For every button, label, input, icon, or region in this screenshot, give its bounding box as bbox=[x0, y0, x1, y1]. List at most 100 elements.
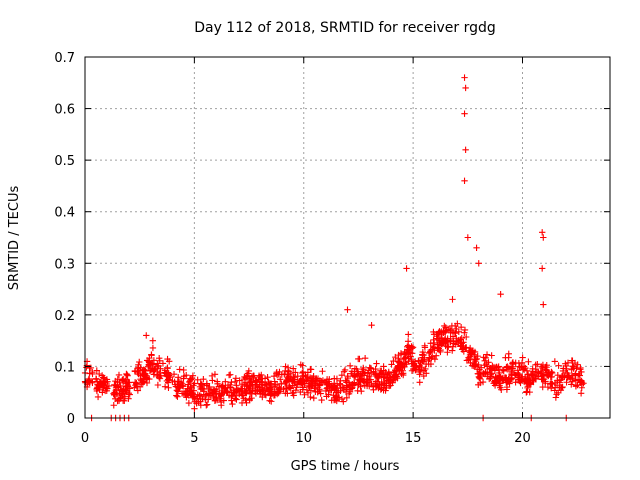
data-point bbox=[157, 372, 165, 380]
data-point bbox=[325, 391, 332, 398]
data-point bbox=[270, 373, 278, 380]
data-point bbox=[539, 361, 547, 369]
data-point bbox=[176, 366, 183, 373]
data-point bbox=[542, 378, 549, 385]
data-point bbox=[148, 352, 155, 359]
data-point bbox=[525, 358, 532, 365]
data-point bbox=[389, 379, 396, 386]
data-point bbox=[380, 374, 387, 381]
chart-title: Day 112 of 2018, SRMTID for receiver rgd… bbox=[194, 20, 496, 36]
data-point bbox=[273, 371, 281, 379]
data-point bbox=[516, 363, 524, 370]
data-point bbox=[203, 401, 211, 408]
data-point bbox=[268, 390, 276, 398]
data-point bbox=[524, 383, 532, 390]
data-point bbox=[125, 395, 132, 402]
data-point bbox=[554, 371, 561, 379]
data-point bbox=[568, 381, 575, 388]
data-point bbox=[114, 397, 121, 405]
data-point bbox=[409, 344, 417, 351]
axis-ticks bbox=[84, 56, 610, 419]
x-axis-label: GPS time / hours bbox=[291, 459, 400, 474]
data-point bbox=[496, 379, 503, 387]
data-point bbox=[530, 378, 537, 386]
data-point bbox=[521, 378, 528, 385]
data-point bbox=[578, 384, 585, 391]
data-point bbox=[187, 376, 195, 383]
data-point bbox=[165, 358, 173, 365]
data-point bbox=[452, 341, 459, 348]
data-point bbox=[572, 383, 580, 390]
data-point bbox=[502, 374, 509, 381]
data-point bbox=[307, 393, 314, 401]
data-point bbox=[449, 347, 456, 354]
data-point bbox=[361, 369, 369, 376]
data-point bbox=[356, 377, 363, 384]
data-point bbox=[565, 372, 572, 379]
data-point bbox=[301, 380, 308, 387]
data-point bbox=[477, 379, 484, 387]
data-point bbox=[94, 381, 101, 388]
y-axis-label: SRMTID / TECUs bbox=[7, 186, 22, 291]
data-point-peak bbox=[461, 177, 468, 184]
data-point bbox=[293, 384, 300, 391]
data-point bbox=[311, 377, 319, 384]
data-point bbox=[400, 356, 407, 363]
data-point bbox=[287, 370, 295, 377]
data-point bbox=[543, 364, 550, 371]
data-point bbox=[332, 387, 340, 394]
data-point bbox=[380, 363, 387, 370]
data-point bbox=[277, 376, 284, 383]
data-point bbox=[502, 354, 509, 361]
data-point bbox=[338, 372, 346, 379]
data-point bbox=[499, 366, 506, 374]
data-point bbox=[255, 376, 262, 383]
data-point bbox=[316, 386, 323, 393]
y-tick-label: 0.3 bbox=[54, 257, 75, 272]
data-point bbox=[156, 375, 164, 382]
data-point bbox=[213, 394, 220, 401]
data-point bbox=[232, 375, 240, 382]
data-point bbox=[216, 395, 224, 402]
data-point bbox=[479, 378, 487, 386]
data-point bbox=[394, 363, 401, 370]
data-point bbox=[85, 379, 93, 386]
data-point bbox=[100, 374, 107, 382]
data-point bbox=[482, 354, 489, 362]
data-point bbox=[154, 381, 162, 389]
data-point bbox=[126, 391, 133, 398]
data-point bbox=[444, 349, 451, 356]
data-point bbox=[434, 341, 441, 348]
data-point bbox=[233, 382, 240, 389]
data-point bbox=[292, 369, 299, 376]
data-point bbox=[236, 377, 243, 384]
data-point bbox=[528, 370, 535, 378]
y-tick-label: 0.1 bbox=[54, 360, 75, 375]
data-point bbox=[483, 351, 491, 358]
data-point bbox=[453, 325, 460, 333]
y-tick-label: 0.4 bbox=[54, 206, 75, 221]
data-point bbox=[534, 373, 542, 380]
data-point bbox=[428, 354, 435, 362]
data-point bbox=[346, 362, 354, 370]
data-point bbox=[451, 322, 459, 330]
data-point bbox=[149, 344, 157, 352]
data-point bbox=[563, 365, 570, 373]
data-point bbox=[569, 362, 576, 370]
data-point bbox=[122, 385, 129, 393]
data-point bbox=[267, 380, 275, 387]
data-point bbox=[438, 330, 445, 338]
data-point bbox=[247, 378, 254, 386]
data-point bbox=[533, 368, 540, 376]
data-point bbox=[518, 359, 526, 367]
data-point bbox=[523, 379, 531, 386]
data-point bbox=[432, 352, 440, 359]
data-point bbox=[154, 371, 161, 378]
data-point bbox=[408, 356, 415, 363]
data-point bbox=[337, 377, 344, 384]
data-point bbox=[120, 390, 128, 398]
data-point bbox=[420, 372, 427, 380]
data-point bbox=[242, 374, 250, 382]
data-point bbox=[111, 381, 118, 388]
data-point bbox=[243, 399, 250, 407]
